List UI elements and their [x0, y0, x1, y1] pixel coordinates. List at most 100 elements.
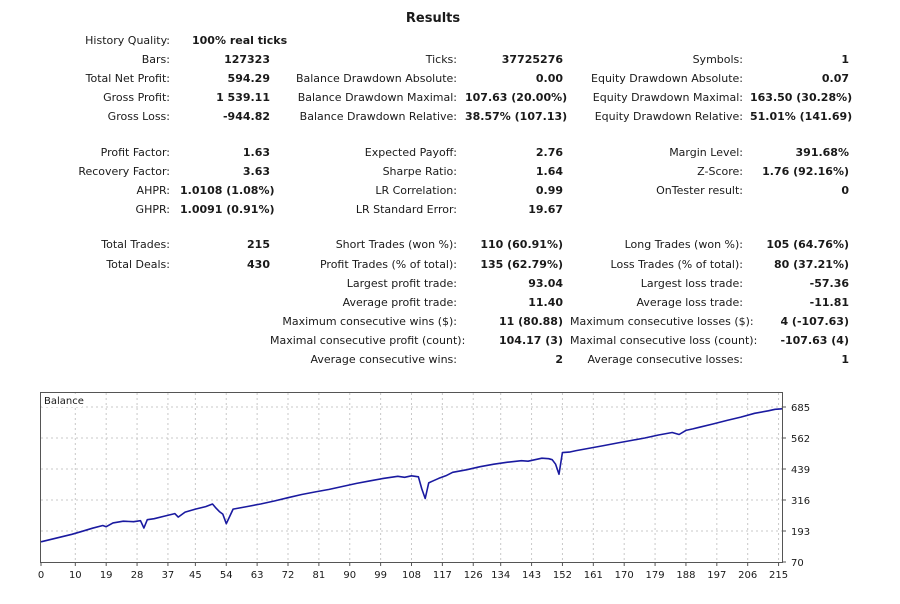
stat-label: Average consecutive losses:	[587, 353, 743, 366]
x-tick-label: 179	[646, 570, 665, 581]
stat-label: Average loss trade:	[636, 296, 743, 309]
stat-label: AHPR:	[136, 184, 170, 197]
stats-row: Average consecutive wins: 2 Average consec…	[0, 352, 900, 368]
stat-value: -57.36	[809, 277, 849, 290]
stat-value: 0	[841, 184, 849, 197]
stat-label: Balance Drawdown Absolute:	[295, 72, 457, 85]
y-tick-label: 685	[791, 403, 810, 414]
y-tick-label: 193	[791, 527, 810, 538]
stat-value: 1.63	[242, 146, 270, 159]
stat-value: 104.17 (3)	[499, 334, 563, 347]
stats-row: Maximum consecutive wins ($): 11 (80.88) M…	[0, 314, 900, 330]
y-tick-label: 562	[791, 434, 810, 445]
stats-row: Bars: 127323 Ticks: 37725276 Symbols: 1	[0, 52, 900, 68]
stat-value: 1.64	[535, 165, 563, 178]
stats-row: Average profit trade: 11.40 Average loss t…	[0, 295, 900, 311]
x-tick-label: 28	[131, 570, 144, 581]
chart-title-background	[42, 394, 82, 407]
balance-series-line	[40, 408, 783, 543]
stat-value: 0.00	[535, 72, 563, 85]
stat-value: -107.63 (4)	[780, 334, 849, 347]
stat-label: Total Net Profit:	[85, 72, 170, 85]
y-tick-label: 70	[791, 558, 804, 569]
stat-value: 2	[555, 353, 563, 366]
x-tick-label: 0	[38, 570, 44, 581]
chart-border	[40, 392, 783, 563]
x-tick-label: 188	[676, 570, 695, 581]
stat-value: 37725276	[501, 53, 563, 66]
stat-value: 163.50 (30.28%)	[750, 91, 853, 104]
x-tick-label: 54	[220, 570, 233, 581]
x-tick-label: 37	[162, 570, 175, 581]
stats-row: Maximal consecutive profit (count): 104.1…	[0, 333, 900, 349]
stat-value: -944.82	[222, 110, 270, 123]
x-tick-label: 215	[769, 570, 788, 581]
x-tick-label: 90	[343, 570, 356, 581]
x-tick-label: 108	[402, 570, 421, 581]
stat-value: -11.81	[809, 296, 849, 309]
stat-value: 1	[841, 353, 849, 366]
stat-value: 0.99	[535, 184, 563, 197]
stat-value: 391.68%	[795, 146, 849, 159]
stat-label: Long Trades (won %):	[624, 238, 743, 251]
stat-label: Gross Profit:	[103, 91, 170, 104]
stats-row: Profit Factor: 1.63 Expected Payoff: 2.76 Ma…	[0, 145, 900, 161]
stat-label: Equity Drawdown Relative:	[594, 110, 743, 123]
stat-value: 594.29	[227, 72, 270, 85]
stat-label: Average consecutive wins:	[310, 353, 457, 366]
stat-label: Largest loss trade:	[640, 277, 743, 290]
stat-value: 3.63	[242, 165, 270, 178]
stat-value: 215	[247, 238, 270, 251]
x-tick-label: 134	[491, 570, 510, 581]
stats-row: Total Net Profit: 594.29 Balance Drawdown …	[0, 71, 900, 87]
stats-row: AHPR: 1.0108 (1.08%) LR Correlation: 0.99 On…	[0, 183, 900, 199]
stat-label: GHPR:	[135, 203, 170, 216]
stats-row: Recovery Factor: 3.63 Sharpe Ratio: 1.64 Z-S…	[0, 164, 900, 180]
stat-label: Balance Drawdown Relative:	[299, 110, 457, 123]
stat-label: Largest profit trade:	[346, 277, 457, 290]
x-tick-label: 161	[584, 570, 603, 581]
stat-label: Recovery Factor:	[78, 165, 170, 178]
stat-value: 105 (64.76%)	[766, 238, 849, 251]
stat-label: Total Deals:	[106, 258, 170, 271]
x-tick-label: 81	[313, 570, 326, 581]
stat-label: Loss Trades (% of total):	[610, 258, 743, 271]
stat-label: Maximal consecutive loss (count):	[570, 334, 758, 347]
stat-value: 0.07	[821, 72, 849, 85]
stat-label: Margin Level:	[669, 146, 743, 159]
stat-label: Bars:	[141, 53, 170, 66]
x-tick-label: 45	[189, 570, 202, 581]
stat-value: 1.0108 (1.08%)	[180, 184, 275, 197]
stat-value: 38.57% (107.13)	[465, 110, 568, 123]
y-tick-label: 439	[791, 465, 810, 476]
stat-label: Maximum consecutive losses ($):	[570, 315, 754, 328]
y-tick-label: 316	[791, 496, 810, 507]
stat-value: 1 539.11	[216, 91, 270, 104]
stat-value: 1.76 (92.16%)	[762, 165, 849, 178]
stat-label: Ticks:	[425, 53, 457, 66]
stat-value: 135 (62.79%)	[480, 258, 563, 271]
stats-row: Gross Loss: -944.82 Balance Drawdown Relat…	[0, 109, 900, 125]
stat-value: 11.40	[528, 296, 563, 309]
stat-label: Profit Factor:	[100, 146, 170, 159]
stat-label: Sharpe Ratio:	[382, 165, 457, 178]
stat-value: 80 (37.21%)	[773, 258, 849, 271]
stats-row: Largest profit trade: 93.04 Largest loss t…	[0, 276, 900, 292]
history-quality-value: 100% real ticks	[192, 34, 288, 47]
stat-value: 1.0091 (0.91%)	[180, 203, 275, 216]
stat-label: Total Trades:	[101, 238, 170, 251]
x-tick-label: 152	[553, 570, 572, 581]
stat-value: 110 (60.91%)	[480, 238, 563, 251]
stat-value: 4 (-107.63)	[780, 315, 849, 328]
stat-value: 93.04	[528, 277, 563, 290]
x-tick-label: 117	[433, 570, 452, 581]
x-tick-label: 19	[100, 570, 113, 581]
stat-label: Gross Loss:	[107, 110, 170, 123]
y-axis-ticks: 70 193 316 439 562 685	[782, 403, 810, 569]
x-tick-label: 63	[251, 570, 264, 581]
x-tick-label: 206	[738, 570, 757, 581]
x-tick-label: 10	[69, 570, 82, 581]
stat-value: 107.63 (20.00%)	[465, 91, 568, 104]
stat-label: Profit Trades (% of total):	[319, 258, 457, 271]
chart-grid	[41, 393, 782, 562]
